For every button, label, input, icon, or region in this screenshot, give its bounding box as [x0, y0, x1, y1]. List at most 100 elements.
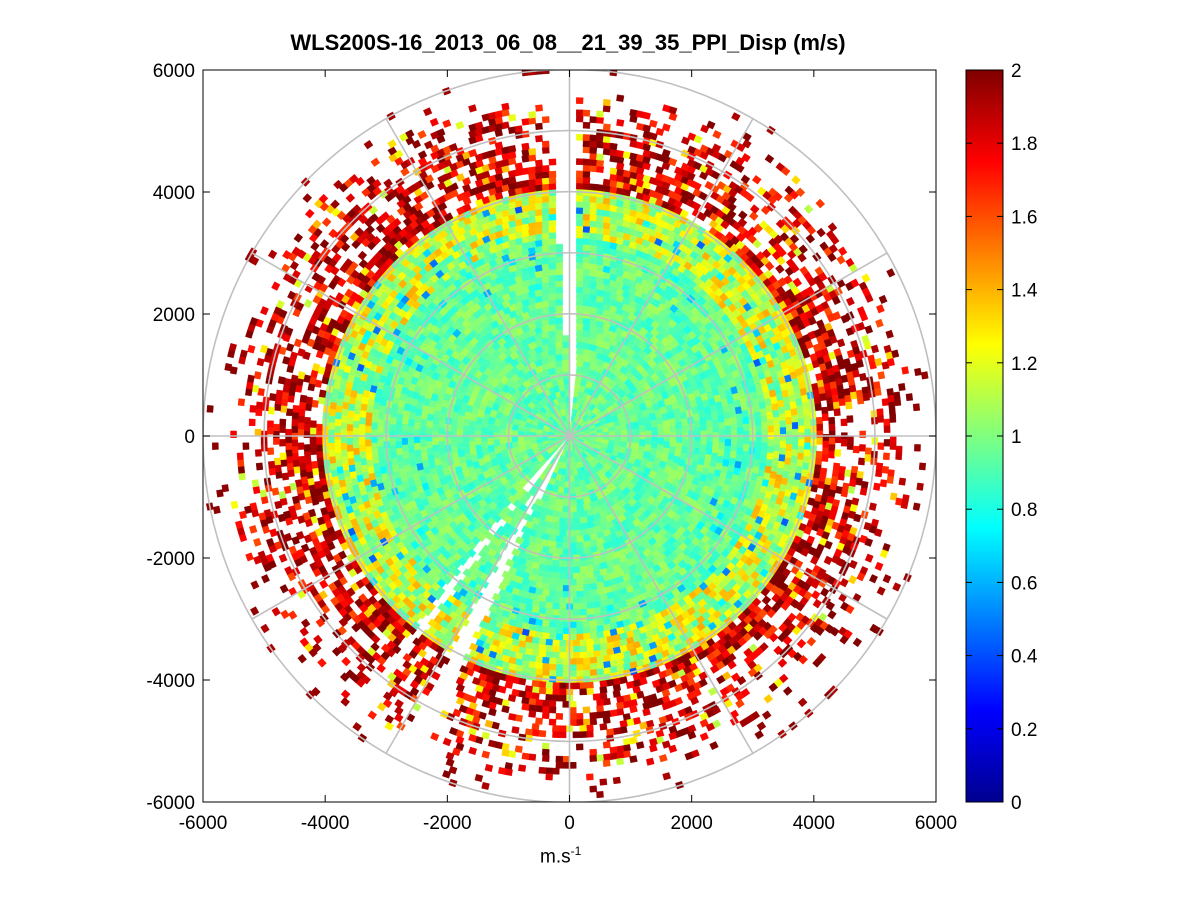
data-cell	[541, 626, 550, 634]
data-cell	[803, 449, 811, 457]
data-cell	[644, 423, 653, 432]
data-cell	[474, 423, 482, 432]
data-cell	[545, 644, 553, 653]
data-cell	[462, 439, 470, 447]
data-cell	[784, 450, 793, 459]
data-cell	[737, 427, 744, 435]
data-cell	[317, 464, 325, 473]
data-cell	[468, 440, 476, 449]
data-cell	[534, 227, 543, 235]
data-cell	[390, 409, 398, 418]
data-cell	[822, 440, 830, 449]
data-cell	[572, 609, 581, 617]
data-cell	[589, 669, 598, 677]
data-cell	[589, 632, 598, 640]
data-cell	[569, 658, 577, 666]
data-cell	[599, 686, 608, 694]
data-cell	[815, 416, 823, 425]
data-cell	[582, 590, 591, 598]
data-cell	[582, 583, 591, 592]
data-cell	[586, 651, 594, 659]
data-cell	[579, 565, 588, 574]
data-cell	[804, 442, 811, 451]
data-cell	[724, 418, 732, 427]
data-cell	[718, 435, 726, 444]
data-cell	[545, 638, 553, 646]
data-cell	[562, 548, 570, 556]
data-cell	[572, 517, 581, 525]
data-cell	[340, 415, 348, 423]
data-cell	[569, 487, 576, 495]
data-cell	[675, 435, 683, 444]
data-cell	[711, 418, 720, 427]
data-cell	[767, 445, 775, 454]
data-cell	[693, 419, 701, 428]
data-cell	[407, 425, 415, 433]
data-cell	[327, 435, 335, 444]
data-cell	[555, 292, 564, 300]
data-cell	[675, 421, 683, 430]
data-cell	[425, 427, 433, 435]
data-cell	[579, 571, 588, 580]
data-cell	[797, 411, 805, 420]
data-cell	[346, 450, 355, 459]
data-cell	[528, 184, 537, 193]
data-cell	[327, 428, 335, 437]
data-cell	[723, 411, 731, 420]
data-cell	[376, 439, 384, 447]
data-cell	[596, 220, 605, 229]
data-cell	[318, 470, 326, 480]
data-cell	[414, 414, 422, 423]
data-cell	[773, 416, 781, 425]
data-cell	[555, 243, 564, 251]
data-cell	[759, 408, 768, 417]
data-cell	[541, 582, 550, 591]
data-cell	[569, 481, 576, 489]
data-cell	[699, 444, 707, 452]
data-cell	[432, 444, 440, 452]
data-cell	[558, 560, 567, 568]
data-cell	[743, 437, 750, 445]
data-cell	[575, 657, 584, 665]
data-cell	[534, 220, 543, 229]
data-cell	[773, 444, 781, 452]
data-cell	[574, 480, 581, 488]
data-cell	[420, 452, 429, 461]
data-cell	[582, 176, 591, 184]
data-cell	[589, 232, 598, 240]
data-cell	[761, 428, 769, 437]
data-cell	[555, 670, 564, 678]
data-cell	[468, 419, 477, 428]
data-cell	[798, 439, 805, 447]
data-cell	[541, 269, 550, 277]
data-cell	[579, 596, 588, 604]
data-cell	[511, 429, 519, 437]
data-cell	[335, 459, 343, 468]
data-cell	[700, 437, 708, 446]
data-cell	[541, 214, 550, 222]
data-cell	[555, 268, 564, 276]
data-cell	[499, 428, 506, 437]
data-cell	[358, 416, 366, 425]
data-cell	[328, 421, 335, 430]
data-cell	[717, 449, 725, 458]
data-cell	[767, 439, 775, 447]
data-cell	[710, 452, 719, 461]
data-cell	[783, 403, 792, 412]
data-cell	[352, 427, 360, 435]
data-cell	[582, 626, 591, 635]
data-cell	[377, 418, 385, 427]
data-cell	[407, 418, 415, 427]
data-cell	[548, 213, 557, 221]
data-cell	[572, 511, 581, 519]
data-cell	[352, 420, 360, 428]
data-cell	[633, 435, 640, 444]
data-cell	[389, 416, 397, 425]
data-cell	[814, 403, 822, 412]
data-cell	[456, 435, 464, 444]
data-cell	[561, 499, 570, 507]
data-cell	[341, 455, 349, 464]
data-cell	[798, 425, 805, 433]
data-cell	[431, 423, 439, 432]
data-cell	[555, 535, 564, 543]
